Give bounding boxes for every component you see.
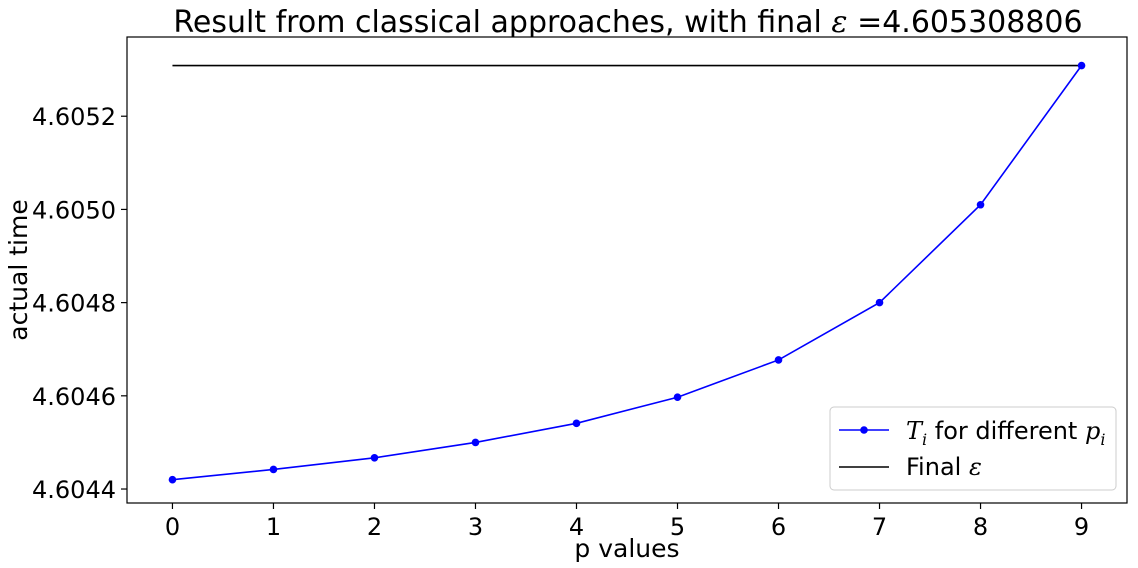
- data-point: [168, 475, 177, 484]
- data-point: [471, 438, 480, 447]
- x-tick-label: 3: [468, 513, 483, 541]
- data-point: [370, 453, 379, 462]
- x-tick-label: 9: [1074, 513, 1089, 541]
- y-tick-label: 4.6052: [32, 103, 116, 131]
- x-tick-label: 7: [872, 513, 887, 541]
- y-tick-label: 4.6048: [32, 290, 116, 318]
- legend-label-ti: Ti for different pi: [906, 417, 1105, 449]
- legend-box: [829, 406, 1117, 491]
- chart-title: Result from classical approaches, with f…: [173, 5, 1082, 40]
- x-tick-label: 4: [569, 513, 584, 541]
- series-line-ti: [172, 65, 1083, 481]
- legend-label-final: Final ε: [906, 453, 982, 481]
- y-tick-label: 4.6046: [32, 383, 116, 411]
- legend: Ti for different pi Final ε: [829, 406, 1117, 491]
- y-tick-label: 4.6050: [32, 196, 116, 224]
- y-tick-label: 4.6044: [32, 476, 116, 504]
- x-tick-label: 6: [771, 513, 786, 541]
- x-axis-label: p values: [574, 534, 679, 563]
- data-point: [976, 200, 985, 209]
- x-tick-label: 2: [367, 513, 382, 541]
- data-point: [774, 356, 783, 364]
- data-point: [269, 465, 278, 474]
- y-axis-label: actual time: [4, 199, 33, 340]
- data-point: [572, 419, 581, 428]
- x-tick-label: 1: [266, 513, 281, 541]
- x-tick-label: 8: [973, 513, 988, 541]
- data-point: [1077, 61, 1086, 70]
- x-tick-label: 5: [670, 513, 685, 541]
- data-point: [875, 298, 884, 307]
- legend-marker-ti: [860, 426, 868, 434]
- x-axis-ticks: 0 1 2 3 4 5 6 7 8 9: [165, 503, 1089, 541]
- data-point: [673, 393, 682, 402]
- y-axis-ticks: 4.6044 4.6046 4.6048 4.6050 4.6052: [32, 103, 127, 504]
- series-layer: [168, 61, 1086, 484]
- x-tick-label: 0: [165, 513, 180, 541]
